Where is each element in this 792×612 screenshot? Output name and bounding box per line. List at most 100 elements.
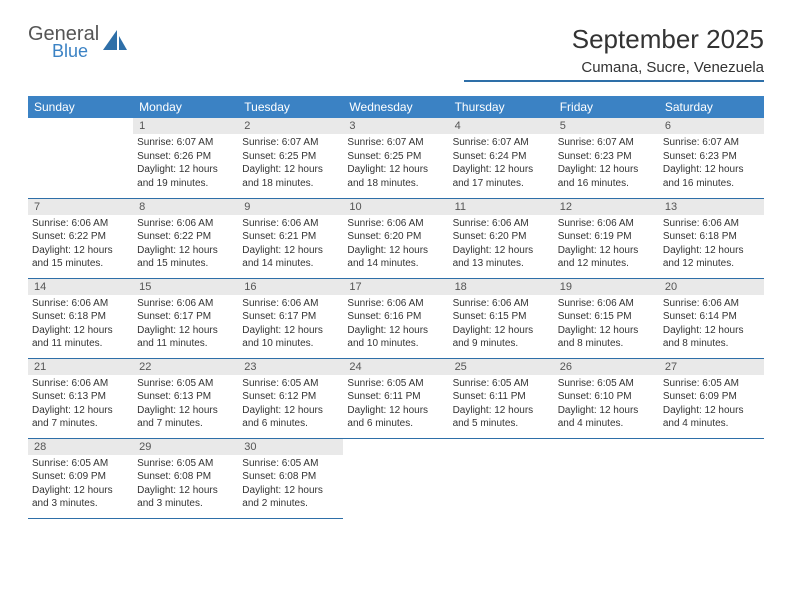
calendar-cell: 19Sunrise: 6:06 AMSunset: 6:15 PMDayligh… [554,278,659,358]
day-body: Sunrise: 6:06 AMSunset: 6:17 PMDaylight:… [238,295,343,355]
day-body: Sunrise: 6:05 AMSunset: 6:10 PMDaylight:… [554,375,659,435]
day-body: Sunrise: 6:06 AMSunset: 6:18 PMDaylight:… [659,215,764,275]
sunset-text: Sunset: 6:17 PM [242,310,339,324]
sunrise-text: Sunrise: 6:07 AM [663,136,760,150]
calendar-cell: 7Sunrise: 6:06 AMSunset: 6:22 PMDaylight… [28,198,133,278]
calendar-row: 28Sunrise: 6:05 AMSunset: 6:09 PMDayligh… [28,438,764,518]
day-number: 28 [28,439,133,455]
calendar-cell: 26Sunrise: 6:05 AMSunset: 6:10 PMDayligh… [554,358,659,438]
calendar-cell: 8Sunrise: 6:06 AMSunset: 6:22 PMDaylight… [133,198,238,278]
calendar-cell: 2Sunrise: 6:07 AMSunset: 6:25 PMDaylight… [238,118,343,198]
daylight-text: Daylight: 12 hours and 11 minutes. [32,324,129,351]
daylight-text: Daylight: 12 hours and 13 minutes. [453,244,550,271]
sunrise-text: Sunrise: 6:05 AM [32,457,129,471]
day-body: Sunrise: 6:06 AMSunset: 6:22 PMDaylight:… [133,215,238,275]
daylight-text: Daylight: 12 hours and 16 minutes. [663,163,760,190]
title-block: September 2025 Cumana, Sucre, Venezuela [464,24,764,82]
sunset-text: Sunset: 6:15 PM [453,310,550,324]
day-number: 30 [238,439,343,455]
day-body: Sunrise: 6:05 AMSunset: 6:08 PMDaylight:… [133,455,238,515]
header: General Blue September 2025 Cumana, Sucr… [28,24,764,82]
weekday-header: Wednesday [343,96,448,118]
sunset-text: Sunset: 6:25 PM [347,150,444,164]
daylight-text: Daylight: 12 hours and 15 minutes. [137,244,234,271]
daylight-text: Daylight: 12 hours and 8 minutes. [558,324,655,351]
sunset-text: Sunset: 6:24 PM [453,150,550,164]
day-number: 11 [449,199,554,215]
sunset-text: Sunset: 6:09 PM [663,390,760,404]
day-number: 14 [28,279,133,295]
day-body: Sunrise: 6:06 AMSunset: 6:19 PMDaylight:… [554,215,659,275]
sunrise-text: Sunrise: 6:06 AM [32,297,129,311]
sunset-text: Sunset: 6:11 PM [347,390,444,404]
weekday-header: Friday [554,96,659,118]
sunset-text: Sunset: 6:16 PM [347,310,444,324]
sunset-text: Sunset: 6:26 PM [137,150,234,164]
calendar-table: SundayMondayTuesdayWednesdayThursdayFrid… [28,96,764,519]
sunrise-text: Sunrise: 6:06 AM [32,217,129,231]
calendar-cell: 28Sunrise: 6:05 AMSunset: 6:09 PMDayligh… [28,438,133,518]
daylight-text: Daylight: 12 hours and 3 minutes. [32,484,129,511]
sunset-text: Sunset: 6:14 PM [663,310,760,324]
calendar-row: 7Sunrise: 6:06 AMSunset: 6:22 PMDaylight… [28,198,764,278]
sunset-text: Sunset: 6:15 PM [558,310,655,324]
sunset-text: Sunset: 6:17 PM [137,310,234,324]
sunrise-text: Sunrise: 6:05 AM [558,377,655,391]
day-body: Sunrise: 6:07 AMSunset: 6:23 PMDaylight:… [659,134,764,194]
sunrise-text: Sunrise: 6:06 AM [347,217,444,231]
day-number: 4 [449,118,554,134]
daylight-text: Daylight: 12 hours and 4 minutes. [663,404,760,431]
calendar-cell: 30Sunrise: 6:05 AMSunset: 6:08 PMDayligh… [238,438,343,518]
sunrise-text: Sunrise: 6:06 AM [137,297,234,311]
sunrise-text: Sunrise: 6:06 AM [558,297,655,311]
calendar-cell: 6Sunrise: 6:07 AMSunset: 6:23 PMDaylight… [659,118,764,198]
day-body: Sunrise: 6:06 AMSunset: 6:21 PMDaylight:… [238,215,343,275]
calendar-body: 1Sunrise: 6:07 AMSunset: 6:26 PMDaylight… [28,118,764,518]
calendar-cell [659,438,764,518]
day-body: Sunrise: 6:05 AMSunset: 6:12 PMDaylight:… [238,375,343,435]
sunrise-text: Sunrise: 6:07 AM [453,136,550,150]
weekday-header: Saturday [659,96,764,118]
day-number: 21 [28,359,133,375]
calendar-cell [449,438,554,518]
sunset-text: Sunset: 6:23 PM [558,150,655,164]
sunrise-text: Sunrise: 6:06 AM [663,297,760,311]
day-body: Sunrise: 6:06 AMSunset: 6:13 PMDaylight:… [28,375,133,435]
daylight-text: Daylight: 12 hours and 11 minutes. [137,324,234,351]
weekday-row: SundayMondayTuesdayWednesdayThursdayFrid… [28,96,764,118]
day-body: Sunrise: 6:07 AMSunset: 6:24 PMDaylight:… [449,134,554,194]
day-body: Sunrise: 6:07 AMSunset: 6:26 PMDaylight:… [133,134,238,194]
sunset-text: Sunset: 6:11 PM [453,390,550,404]
daylight-text: Daylight: 12 hours and 6 minutes. [347,404,444,431]
calendar-cell: 9Sunrise: 6:06 AMSunset: 6:21 PMDaylight… [238,198,343,278]
day-number: 20 [659,279,764,295]
sunset-text: Sunset: 6:20 PM [453,230,550,244]
sunset-text: Sunset: 6:10 PM [558,390,655,404]
day-number: 12 [554,199,659,215]
weekday-header: Sunday [28,96,133,118]
sunrise-text: Sunrise: 6:07 AM [242,136,339,150]
sunrise-text: Sunrise: 6:07 AM [137,136,234,150]
day-body: Sunrise: 6:06 AMSunset: 6:20 PMDaylight:… [343,215,448,275]
day-number: 23 [238,359,343,375]
daylight-text: Daylight: 12 hours and 3 minutes. [137,484,234,511]
sunset-text: Sunset: 6:25 PM [242,150,339,164]
daylight-text: Daylight: 12 hours and 15 minutes. [32,244,129,271]
calendar-cell: 29Sunrise: 6:05 AMSunset: 6:08 PMDayligh… [133,438,238,518]
weekday-header: Thursday [449,96,554,118]
day-number: 22 [133,359,238,375]
calendar-cell: 14Sunrise: 6:06 AMSunset: 6:18 PMDayligh… [28,278,133,358]
calendar-row: 1Sunrise: 6:07 AMSunset: 6:26 PMDaylight… [28,118,764,198]
sunrise-text: Sunrise: 6:06 AM [242,297,339,311]
day-number: 5 [554,118,659,134]
sunrise-text: Sunrise: 6:06 AM [558,217,655,231]
calendar-cell: 18Sunrise: 6:06 AMSunset: 6:15 PMDayligh… [449,278,554,358]
sunrise-text: Sunrise: 6:05 AM [137,377,234,391]
sunset-text: Sunset: 6:08 PM [242,470,339,484]
sunset-text: Sunset: 6:18 PM [663,230,760,244]
calendar-page: General Blue September 2025 Cumana, Sucr… [0,0,792,543]
daylight-text: Daylight: 12 hours and 4 minutes. [558,404,655,431]
daylight-text: Daylight: 12 hours and 10 minutes. [242,324,339,351]
sail-icon [103,30,129,57]
calendar-row: 21Sunrise: 6:06 AMSunset: 6:13 PMDayligh… [28,358,764,438]
